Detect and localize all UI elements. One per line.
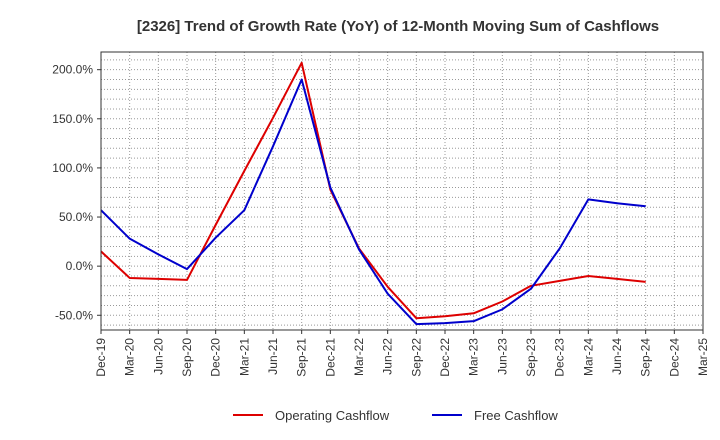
y-tick-label: 0.0% bbox=[66, 259, 94, 273]
legend-label-operating-cashflow: Operating Cashflow bbox=[275, 408, 390, 423]
plot-background bbox=[101, 52, 703, 330]
y-axis: 200.0% 150.0% 100.0% 50.0% 0.0% -50.0% bbox=[52, 63, 101, 322]
x-tick-label: Dec-24 bbox=[667, 338, 681, 377]
y-tick-label: 200.0% bbox=[52, 63, 93, 77]
x-tick-label: Sep-24 bbox=[639, 338, 653, 377]
x-tick-label: Dec-21 bbox=[323, 338, 337, 377]
chart-title: [2326] Trend of Growth Rate (YoY) of 12-… bbox=[137, 18, 659, 35]
x-tick-label: Sep-23 bbox=[524, 338, 538, 377]
x-tick-label: Mar-21 bbox=[237, 338, 251, 376]
x-tick-label: Mar-25 bbox=[696, 338, 710, 376]
series-lines bbox=[100, 61, 646, 326]
x-tick-label: Jun-21 bbox=[266, 338, 280, 375]
x-tick-label: Jun-20 bbox=[151, 338, 165, 375]
grid bbox=[100, 52, 704, 330]
x-tick-label: Mar-20 bbox=[123, 338, 137, 376]
y-tick-label: -50.0% bbox=[55, 308, 93, 322]
x-tick-label: Mar-24 bbox=[581, 338, 595, 376]
x-tick-label: Jun-24 bbox=[610, 338, 624, 375]
x-axis: Dec-19 Mar-20 Jun-20 Sep-20 Dec-20 Mar-21 Jun-… bbox=[94, 330, 710, 377]
x-tick-label: Sep-21 bbox=[295, 338, 309, 377]
x-tick-label: Dec-20 bbox=[209, 338, 223, 377]
x-tick-label: Dec-23 bbox=[553, 338, 567, 377]
plot-frame bbox=[100, 51, 704, 331]
y-tick-label: 50.0% bbox=[59, 210, 93, 224]
x-tick-label: Dec-19 bbox=[94, 338, 108, 377]
y-tick-label: 150.0% bbox=[52, 112, 93, 126]
x-tick-label: Jun-22 bbox=[381, 338, 395, 375]
legend: Operating Cashflow Free Cashflow bbox=[233, 408, 558, 423]
x-tick-label: Sep-20 bbox=[180, 338, 194, 377]
y-tick-label: 100.0% bbox=[52, 161, 93, 175]
x-tick-label: Sep-22 bbox=[409, 338, 423, 377]
series-line-operating-cashflow bbox=[100, 61, 646, 320]
series-line-free-cashflow bbox=[100, 78, 646, 326]
x-tick-label: Mar-22 bbox=[352, 338, 366, 376]
x-tick-label: Dec-22 bbox=[438, 338, 452, 377]
plot-area bbox=[101, 52, 703, 330]
x-tick-label: Mar-23 bbox=[467, 338, 481, 376]
legend-label-free-cashflow: Free Cashflow bbox=[474, 408, 558, 423]
plot-border bbox=[100, 51, 704, 331]
x-tick-label: Jun-23 bbox=[495, 338, 509, 375]
